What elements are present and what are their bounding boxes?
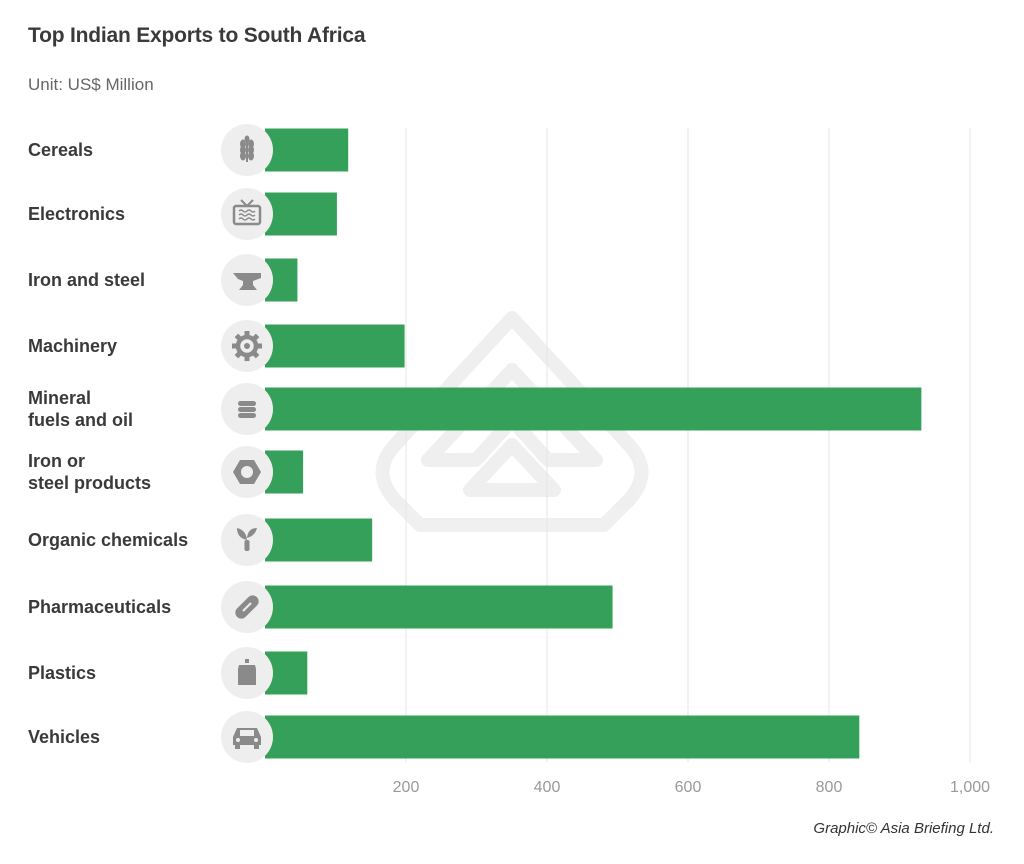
hex-nut-icon	[221, 446, 273, 498]
category-label: Machinery	[28, 336, 117, 356]
bottle-icon	[221, 647, 273, 699]
plant-icon	[221, 514, 273, 566]
x-tick-label: 400	[534, 779, 561, 796]
chart-subtitle: Unit: US$ Million	[28, 75, 154, 94]
car-icon	[221, 711, 273, 763]
category-label: Organic chemicals	[28, 530, 188, 550]
pill-icon	[221, 581, 273, 633]
category-label: Pharmaceuticals	[28, 597, 171, 617]
bar	[265, 715, 860, 759]
x-tick-label: 800	[816, 779, 843, 796]
category-label: Iron and steel	[28, 270, 145, 290]
category-label: Vehicles	[28, 727, 100, 747]
category-label: Plastics	[28, 663, 96, 683]
bar	[265, 128, 349, 172]
bar	[265, 192, 337, 236]
anvil-icon	[221, 254, 273, 306]
wheat-icon	[221, 124, 273, 176]
category-label: Iron or steel products	[28, 451, 151, 493]
bar	[265, 324, 405, 368]
category-label: Mineral fuels and oil	[28, 388, 133, 430]
graphic-credit: Graphic© Asia Briefing Ltd.	[813, 820, 994, 837]
x-tick-label: 1,000	[950, 779, 990, 796]
gear-icon	[221, 320, 273, 372]
category-label: Cereals	[28, 140, 93, 160]
x-tick-label: 600	[675, 779, 702, 796]
bar	[265, 387, 922, 431]
tv-icon	[221, 188, 273, 240]
bar	[265, 518, 373, 562]
chart-title: Top Indian Exports to South Africa	[28, 24, 366, 47]
category-label: Electronics	[28, 204, 125, 224]
x-tick-label: 200	[393, 779, 420, 796]
barrel-icon	[221, 383, 273, 435]
bar	[265, 585, 613, 629]
